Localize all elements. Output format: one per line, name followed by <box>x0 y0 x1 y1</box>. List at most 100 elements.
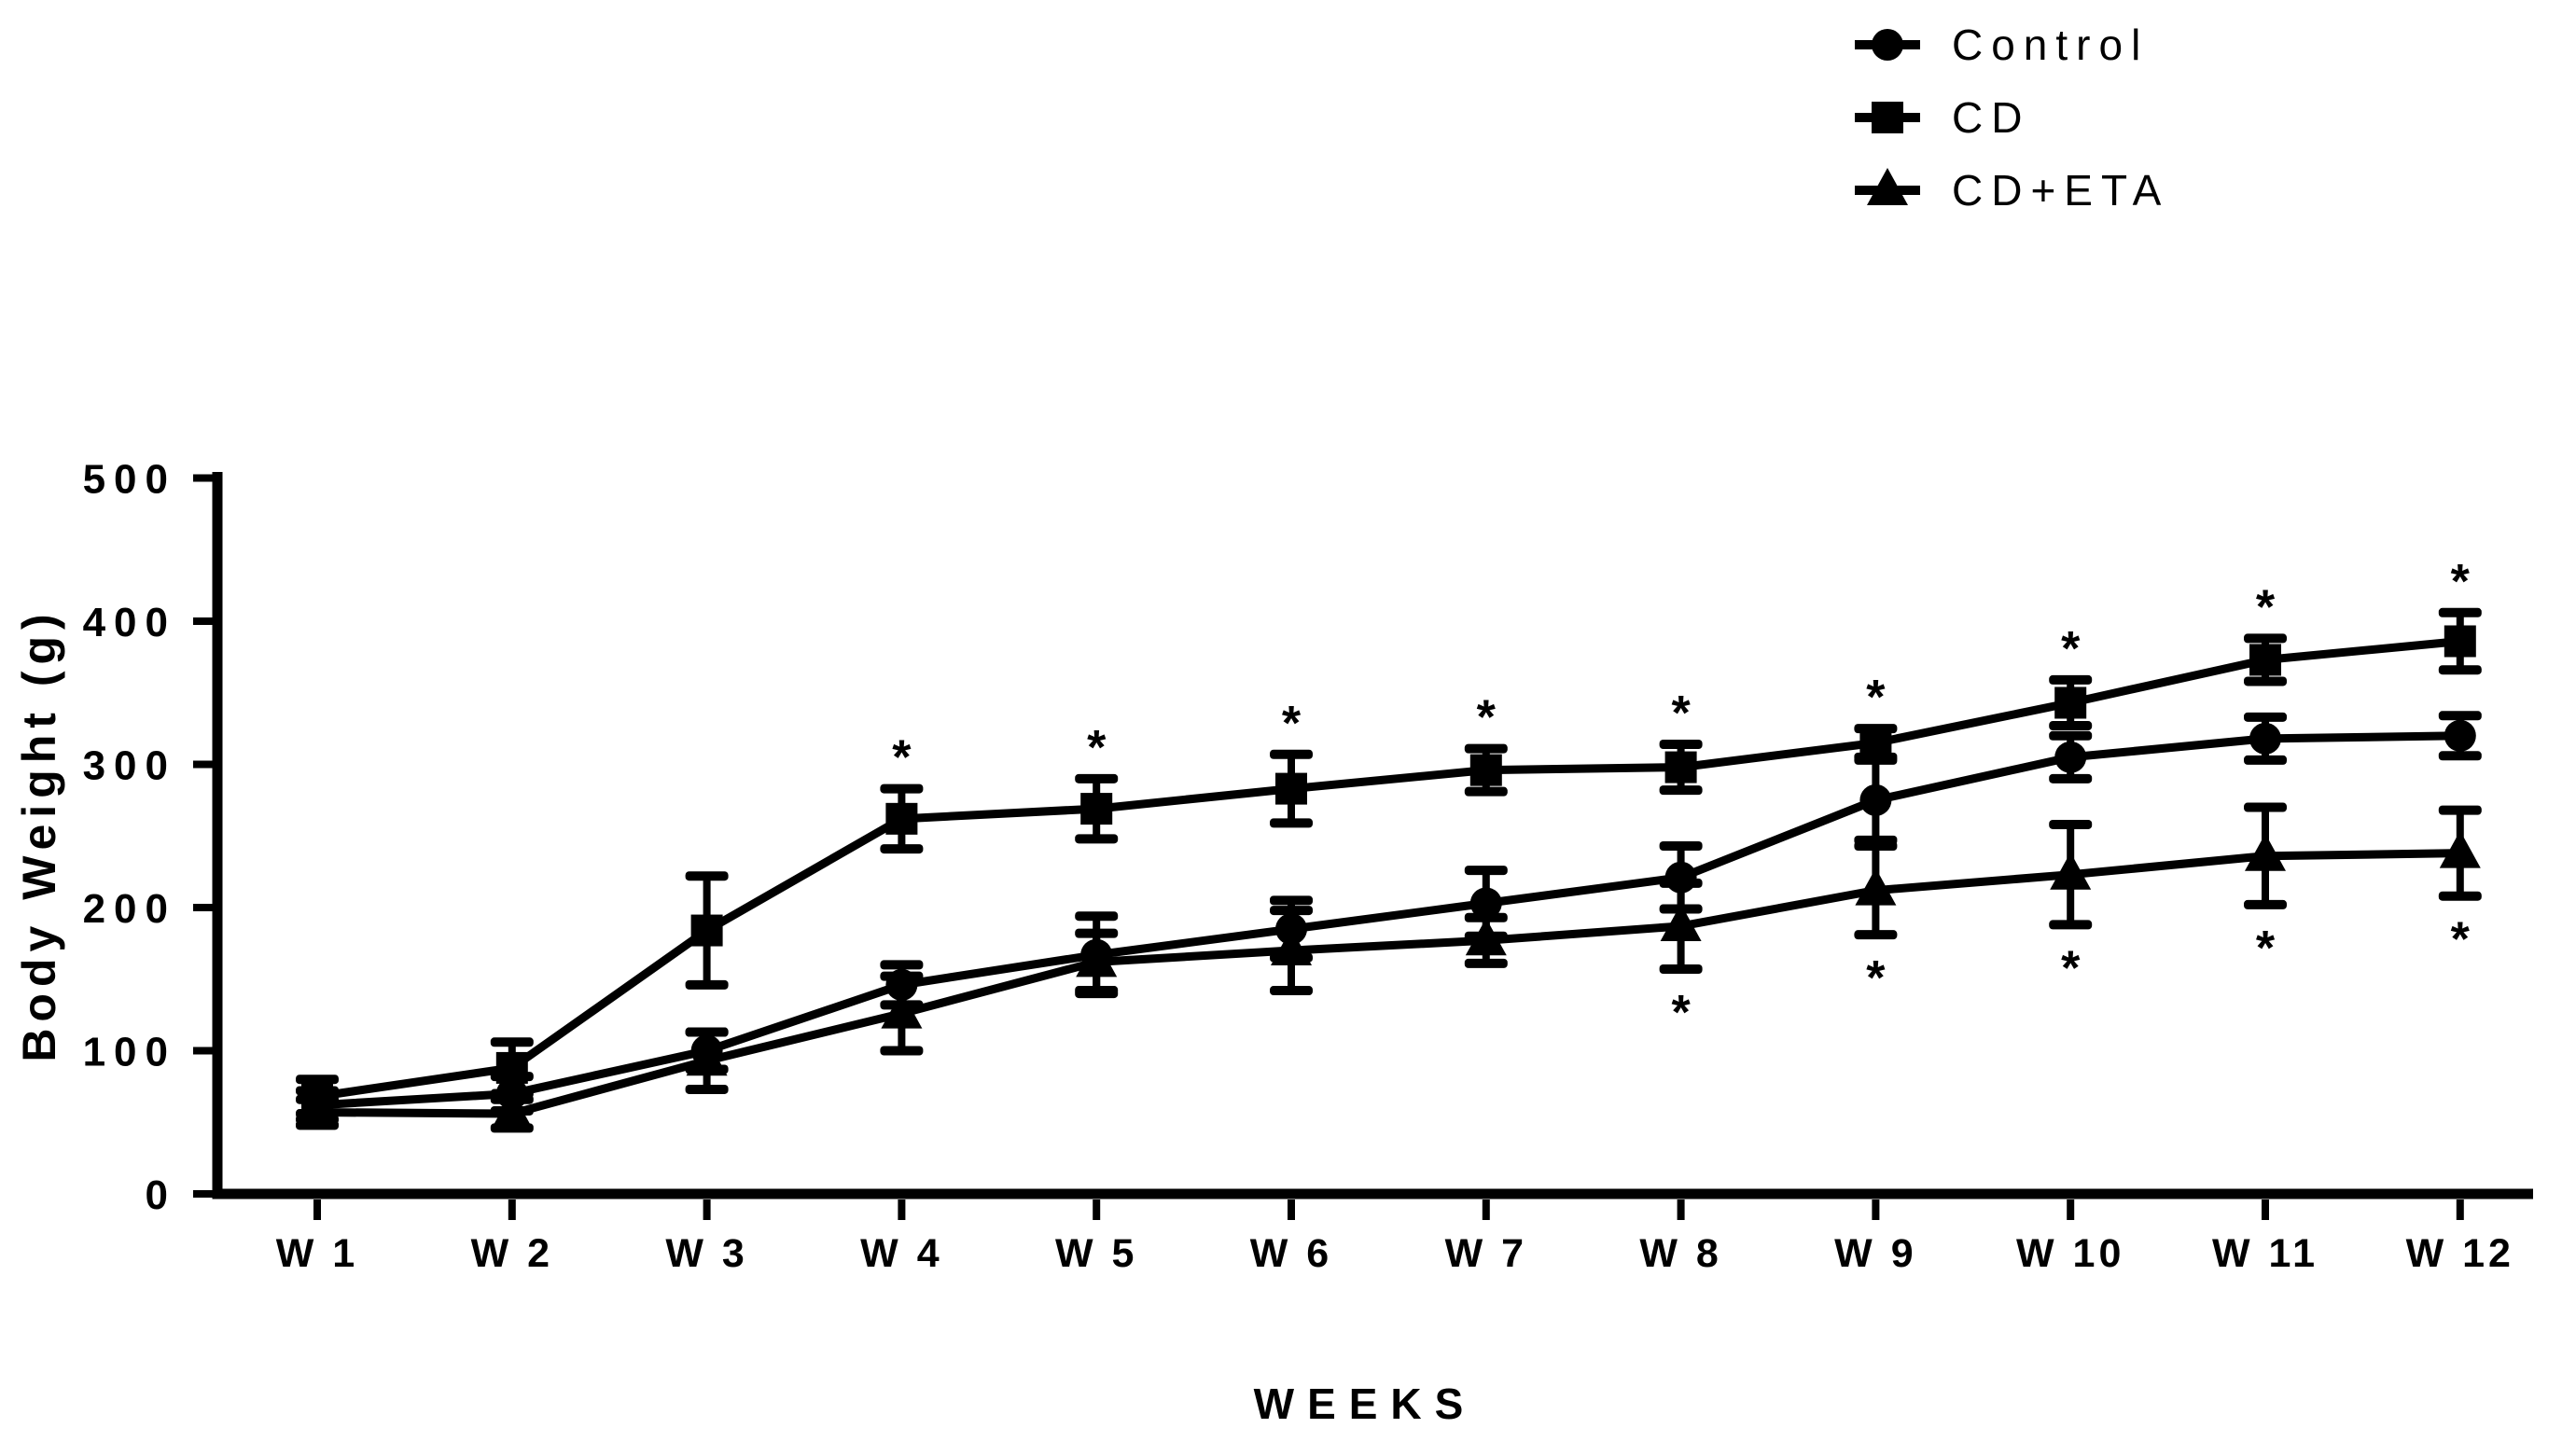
error-bar-cap <box>1464 786 1508 797</box>
significance-asterisk: * <box>1866 671 1886 725</box>
marker-triangle-icon <box>686 1038 728 1076</box>
legend: Control CD CD+ETA <box>1855 21 2169 215</box>
error-bar-cap <box>685 871 729 881</box>
x-tick-label: W 4 <box>860 1231 942 1276</box>
error-bar-cap <box>2049 819 2093 829</box>
error-bar-cap <box>1659 740 1703 750</box>
marker-square-icon <box>2054 686 2087 719</box>
error-bar-cap <box>1270 895 1313 906</box>
marker-circle-icon <box>1859 783 1892 816</box>
error-bar-cap <box>1464 958 1508 968</box>
series-line <box>316 637 2461 1102</box>
legend-label: Control <box>1952 21 2149 69</box>
error-bar-cap <box>880 971 924 981</box>
significance-asterisk: * <box>2256 580 2276 634</box>
error-bar-cap <box>1075 911 1119 922</box>
error-bar-cap <box>685 979 729 990</box>
marker-triangle-icon <box>1660 903 1702 941</box>
error-bar-cap <box>1464 912 1508 922</box>
error-bar-cap <box>1270 818 1313 828</box>
significance-asterisk: * <box>1671 986 1691 1040</box>
error-bar-cap <box>490 1037 534 1047</box>
error-bar-cap <box>1854 930 1898 940</box>
marker-triangle-icon <box>2439 830 2481 868</box>
error-bar-cap <box>1075 834 1119 844</box>
marker-circle-icon <box>2444 719 2476 752</box>
series-cd-eta: * * * * * <box>296 802 2482 1133</box>
error-bar-cap <box>1075 773 1119 783</box>
error-bar-cap <box>2244 899 2287 909</box>
y-tick-label: 100 <box>83 1030 176 1075</box>
marker-circle-icon <box>2249 722 2281 755</box>
marker-triangle-icon <box>1855 867 1897 906</box>
error-bar-cap <box>880 783 924 794</box>
error-bar-cap <box>880 960 924 970</box>
error-bar-cap <box>2049 920 2093 930</box>
significance-asterisk: * <box>2061 941 2081 995</box>
marker-square-icon <box>1080 793 1113 825</box>
significance-asterisk: * <box>1866 951 1886 1005</box>
error-bar-cap <box>2438 805 2482 815</box>
marker-circle-icon <box>2054 741 2087 773</box>
error-bar-cap <box>1659 964 1703 975</box>
marker-square-icon <box>495 1051 528 1084</box>
marker-triangle-icon <box>1465 918 1507 956</box>
x-tick-label: W 9 <box>1834 1231 1916 1276</box>
x-axis-title: WEEKS <box>1253 1380 1477 1428</box>
series-control <box>296 711 2482 1125</box>
series-cd: * * * * * * * * * <box>296 555 2482 1119</box>
y-axis-title: Body Weight (g) <box>13 607 65 1062</box>
legend-label: CD+ETA <box>1952 166 2169 215</box>
significance-asterisk: * <box>1087 721 1107 775</box>
error-bar-cap <box>2049 721 2093 731</box>
error-bar-cap <box>1659 878 1703 888</box>
legend-label: CD <box>1952 93 2030 142</box>
marker-square-icon <box>2249 644 2281 676</box>
x-tick-label: W 8 <box>1639 1231 1721 1276</box>
error-bar-cap <box>880 1046 924 1056</box>
error-bar-cap <box>2244 802 2287 812</box>
x-tick-label: W 12 <box>2406 1231 2514 1276</box>
error-bar-cap <box>1075 928 1119 938</box>
error-bar-cap <box>1270 906 1313 916</box>
error-bar-cap <box>2049 730 2093 741</box>
error-bar-cap <box>2244 633 2287 644</box>
error-bar-cap <box>1270 986 1313 996</box>
y-tick-label: 200 <box>83 886 176 932</box>
error-bar-cap <box>2049 773 2093 783</box>
error-bar-cap <box>2438 751 2482 761</box>
marker-square-icon <box>690 914 723 947</box>
x-tick-label: W 1 <box>276 1231 358 1276</box>
significance-asterisk: * <box>1671 686 1691 741</box>
x-tick-label: W 11 <box>2212 1231 2318 1276</box>
x-tick-label: W 6 <box>1250 1231 1332 1276</box>
legend-item-cd: CD <box>1855 93 2030 142</box>
marker-square-icon <box>885 802 918 835</box>
marker-square-icon <box>1872 102 1903 133</box>
x-tick-label: W 7 <box>1445 1231 1527 1276</box>
error-bar-cap <box>880 844 924 854</box>
marker-triangle-icon <box>1867 168 1908 205</box>
marker-triangle-icon <box>2245 833 2286 871</box>
error-bar-cap <box>2244 676 2287 686</box>
series-line <box>316 849 2460 1118</box>
error-bar-cap <box>2438 607 2482 617</box>
error-bar-cap <box>1464 866 1508 876</box>
legend-item-control: Control <box>1855 21 2149 69</box>
marker-square-icon <box>2444 625 2476 658</box>
marker-square-icon <box>1469 754 1502 786</box>
error-bar-cap <box>2438 665 2482 675</box>
marker-triangle-icon <box>2050 852 2092 890</box>
significance-asterisk: * <box>2451 913 2471 967</box>
error-bar-cap <box>1659 785 1703 796</box>
error-bar-cap <box>1270 749 1313 759</box>
legend-item-cd-eta: CD+ETA <box>1855 166 2169 215</box>
marker-square-icon <box>1664 751 1697 783</box>
series-line <box>316 731 2460 1110</box>
marker-triangle-icon <box>1271 928 1312 966</box>
error-bar-cap <box>2244 755 2287 765</box>
error-bar-cap <box>1854 840 1898 851</box>
marker-triangle-icon <box>1076 939 1118 978</box>
